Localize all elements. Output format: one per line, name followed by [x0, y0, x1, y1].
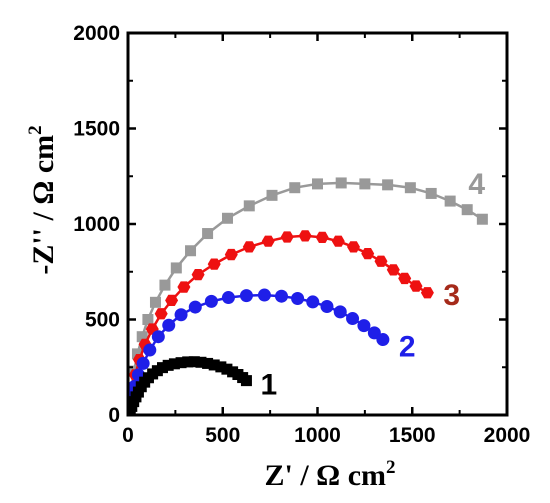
data-point-4	[221, 212, 233, 224]
y-tick-label: 1500	[73, 118, 120, 141]
data-point-2	[346, 312, 360, 326]
data-point-2	[239, 289, 253, 303]
data-point-1	[162, 359, 174, 371]
data-point-3	[315, 231, 329, 243]
data-point-3	[331, 235, 345, 247]
data-point-2	[257, 288, 271, 302]
data-point-4	[136, 331, 148, 343]
data-point-2	[376, 333, 390, 347]
series-1	[128, 356, 252, 415]
data-point-4	[476, 213, 488, 225]
data-point-3	[298, 230, 312, 242]
data-point-4	[404, 182, 416, 194]
data-point-3	[386, 264, 400, 276]
data-point-2	[204, 294, 218, 308]
data-point-2	[162, 318, 176, 332]
x-axis-title-main: Z' / Ω cm	[264, 459, 386, 492]
data-point-1	[221, 363, 233, 375]
data-point-3	[154, 308, 168, 320]
data-point-3	[347, 241, 360, 253]
data-point-3	[224, 248, 238, 261]
x-tick-label: 1500	[389, 424, 436, 447]
y-axis-title: -Z'' / Ω cm2	[25, 125, 60, 274]
data-point-3	[280, 231, 294, 243]
data-point-1	[168, 358, 180, 370]
data-point-4	[185, 245, 197, 257]
data-point-1	[182, 356, 194, 368]
data-point-4	[149, 296, 161, 308]
data-point-1	[188, 356, 200, 368]
data-point-3	[177, 281, 191, 293]
data-point-4	[266, 189, 278, 201]
data-point-4	[243, 200, 255, 212]
data-point-4	[170, 262, 182, 274]
data-point-1	[175, 357, 187, 369]
data-point-2	[274, 289, 288, 303]
data-point-4	[335, 177, 347, 189]
y-axis-title-sup: 2	[25, 125, 46, 135]
data-point-2	[333, 305, 347, 319]
data-point-1	[156, 362, 168, 374]
data-point-3	[165, 294, 179, 306]
series-line-4	[128, 181, 484, 415]
data-point-3	[361, 248, 375, 260]
data-point-2	[221, 291, 235, 305]
series-label-1: 1	[260, 369, 277, 402]
data-point-2	[143, 343, 157, 357]
data-point-3	[409, 280, 423, 292]
series-layer: 4 32 1	[128, 168, 488, 415]
data-point-4	[359, 178, 371, 190]
data-point-4	[312, 178, 323, 190]
data-point-1	[202, 357, 214, 369]
data-point-3	[420, 287, 434, 299]
data-point-1	[215, 361, 227, 373]
y-axis-title-main: -Z'' / Ω cm	[27, 135, 60, 275]
series-label-2: 2	[399, 331, 416, 364]
x-tick-label: 0	[122, 424, 134, 447]
data-point-4	[159, 279, 171, 291]
data-point-2	[151, 330, 165, 344]
data-point-2	[291, 291, 305, 305]
data-point-3	[207, 258, 221, 270]
x-tick-label: 500	[205, 424, 240, 447]
series-2	[128, 288, 390, 415]
data-point-4	[131, 348, 143, 360]
data-point-2	[306, 295, 320, 309]
data-point-3	[398, 272, 412, 285]
axes-layer: 0 500 1000 1500 2000 0 500 1000 1500 2000	[73, 22, 530, 447]
data-point-2	[188, 300, 202, 314]
data-point-3	[261, 235, 275, 247]
x-axis-title-sup: 2	[386, 457, 396, 478]
data-point-1	[208, 359, 220, 371]
series-4	[128, 177, 488, 415]
data-point-4	[382, 179, 394, 191]
data-point-4	[289, 182, 301, 194]
data-point-2	[136, 356, 150, 370]
data-point-4	[461, 204, 473, 216]
data-point-4	[425, 187, 437, 199]
data-point-4	[444, 195, 456, 207]
y-tick-label: 0	[108, 404, 120, 427]
y-tick-label: 500	[85, 309, 120, 332]
data-point-1	[240, 375, 252, 387]
y-tick-label: 2000	[73, 22, 120, 45]
x-axis-title: Z' / Ω cm2	[264, 457, 395, 492]
data-point-3	[191, 269, 205, 281]
y-tick-label: 1000	[73, 213, 120, 236]
x-tick-label: 1000	[294, 424, 341, 447]
data-point-3	[374, 255, 388, 267]
data-point-2	[320, 300, 334, 314]
series-label-4: 4	[468, 168, 485, 201]
data-point-3	[242, 241, 256, 253]
data-point-1	[195, 356, 207, 368]
x-tick-label: 2000	[484, 424, 531, 447]
data-point-2	[357, 319, 371, 333]
series-label-3: 3	[443, 279, 460, 312]
data-point-4	[142, 314, 154, 325]
data-point-4	[202, 228, 214, 240]
data-point-2	[174, 308, 188, 322]
